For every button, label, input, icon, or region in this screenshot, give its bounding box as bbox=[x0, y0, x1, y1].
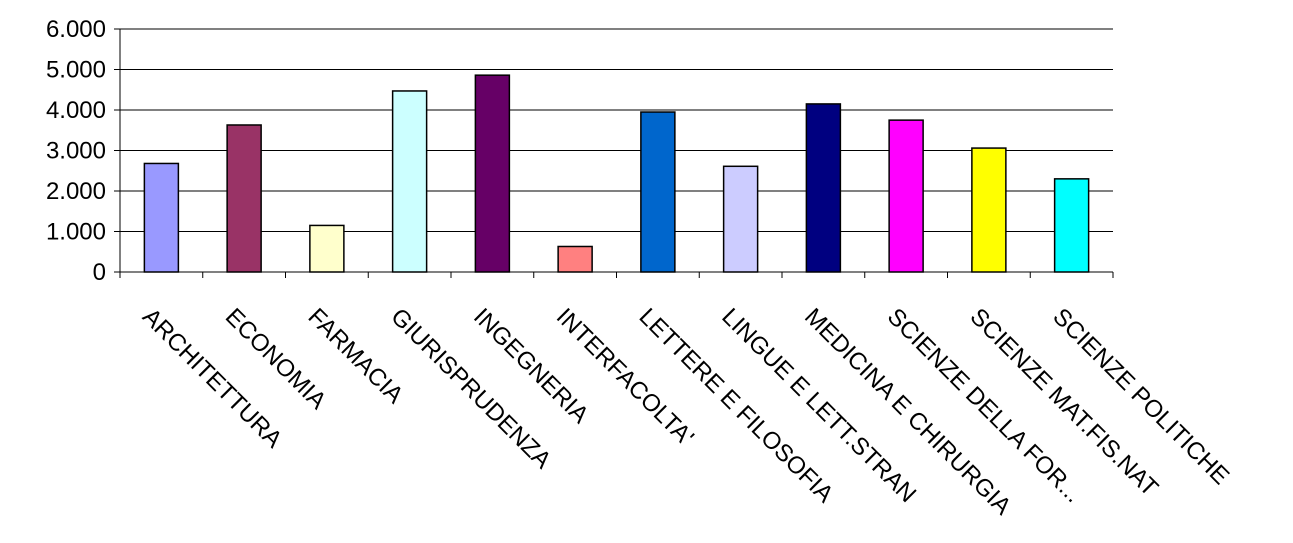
y-tick-label: 6.000 bbox=[46, 16, 106, 43]
y-tick-label: 4.000 bbox=[46, 97, 106, 124]
bar-9 bbox=[805, 103, 842, 273]
y-tick-label: 1.000 bbox=[46, 219, 106, 246]
bar-4 bbox=[391, 90, 428, 273]
bars bbox=[143, 74, 1090, 273]
bar-8 bbox=[722, 165, 759, 273]
y-tick-labels: 0 1.000 2.000 3.000 4.000 5.000 6.000 bbox=[46, 16, 106, 286]
x-tick-label: GIURISPRUDENZA bbox=[385, 303, 556, 474]
bar-5 bbox=[474, 74, 511, 273]
bar-1 bbox=[143, 162, 180, 273]
x-tick-labels: ARCHITETTURAECONOMIAFARMACIAGIURISPRUDEN… bbox=[137, 303, 1234, 520]
y-tick-label: 0 bbox=[93, 259, 106, 286]
bar-3 bbox=[309, 224, 345, 273]
bar-10 bbox=[888, 119, 924, 273]
x-tick-label: ARCHITETTURA bbox=[137, 303, 287, 453]
bar-12 bbox=[1053, 178, 1090, 273]
bar-11 bbox=[971, 147, 1007, 273]
axes bbox=[114, 28, 1114, 278]
gridlines bbox=[120, 28, 1113, 232]
y-tick-label: 3.000 bbox=[46, 138, 106, 165]
bar-2 bbox=[226, 124, 262, 273]
bar-6 bbox=[557, 245, 593, 273]
bar-7 bbox=[640, 111, 676, 273]
y-tick-label: 2.000 bbox=[46, 178, 106, 205]
x-tick-label: INTERFACOLTA' bbox=[551, 303, 699, 451]
y-tick-label: 5.000 bbox=[46, 57, 106, 84]
